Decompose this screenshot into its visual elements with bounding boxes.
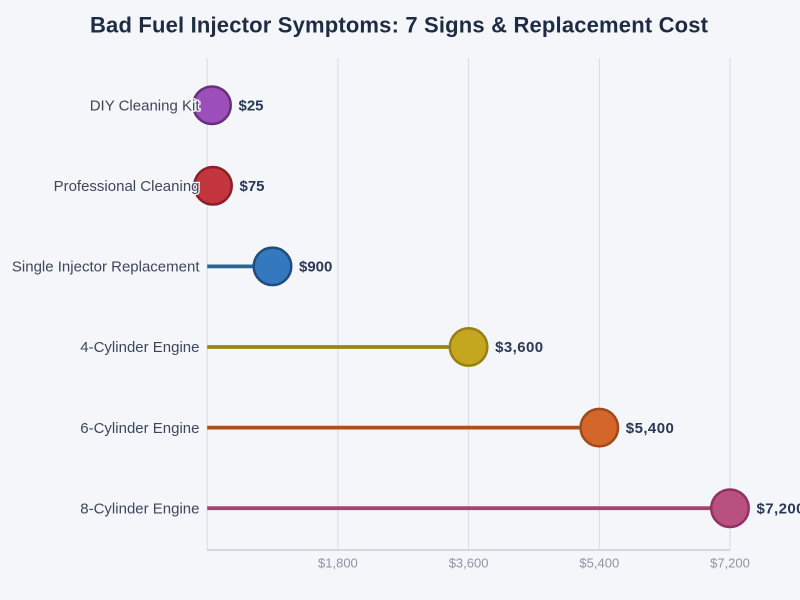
svg-text:Single Injector Replacement: Single Injector Replacement	[12, 259, 200, 276]
svg-text:DIY Cleaning Kit: DIY Cleaning Kit	[90, 97, 201, 114]
svg-text:$7,200: $7,200	[757, 500, 800, 517]
svg-text:$900: $900	[299, 259, 332, 276]
svg-text:$1,800: $1,800	[318, 555, 358, 570]
svg-text:DIY Cleaning Kit: DIY Cleaning Kit	[90, 97, 201, 114]
svg-text:$5,400: $5,400	[579, 555, 619, 570]
svg-text:$3,600: $3,600	[449, 555, 489, 570]
svg-text:Professional Cleaning: Professional Cleaning	[54, 178, 200, 195]
svg-text:6-Cylinder Engine: 6-Cylinder Engine	[80, 420, 199, 437]
svg-text:8-Cylinder Engine: 8-Cylinder Engine	[80, 500, 199, 517]
svg-text:Single Injector Replacement: Single Injector Replacement	[12, 259, 200, 276]
svg-text:$900: $900	[299, 259, 332, 276]
svg-text:$25: $25	[239, 97, 264, 114]
svg-text:4-Cylinder Engine: 4-Cylinder Engine	[80, 339, 199, 356]
svg-text:$3,600: $3,600	[495, 339, 543, 356]
svg-text:$25: $25	[239, 97, 264, 114]
svg-text:$7,200: $7,200	[710, 555, 750, 570]
svg-text:$75: $75	[240, 178, 265, 195]
svg-text:Professional Cleaning: Professional Cleaning	[54, 178, 200, 195]
svg-text:Bad Fuel Injector Symptoms: 7: Bad Fuel Injector Symptoms: 7 Signs & Re…	[90, 13, 709, 38]
svg-text:6-Cylinder Engine: 6-Cylinder Engine	[80, 420, 199, 437]
svg-text:$5,400: $5,400	[626, 420, 674, 437]
svg-text:4-Cylinder Engine: 4-Cylinder Engine	[80, 339, 199, 356]
svg-text:$75: $75	[240, 178, 265, 195]
svg-text:8-Cylinder Engine: 8-Cylinder Engine	[80, 500, 199, 517]
svg-text:$5,400: $5,400	[626, 420, 674, 437]
svg-text:$3,600: $3,600	[495, 339, 543, 356]
svg-text:$7,200: $7,200	[757, 500, 800, 517]
